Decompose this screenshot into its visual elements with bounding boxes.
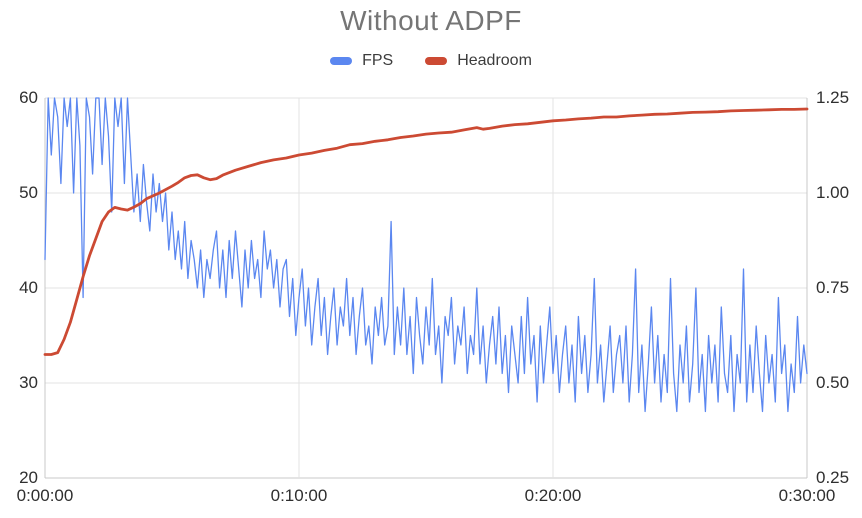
legend-item-fps: FPS [330,52,393,70]
plot-svg [43,97,809,479]
headroom-line [43,107,809,356]
x-axis-tick-label: 0:10:00 [270,486,328,505]
legend-label-headroom: Headroom [457,52,532,69]
right-axis-tick-label: 0.50 [816,373,850,392]
legend-swatch-fps [330,57,353,65]
left-axis-tick-label: 30 [19,373,38,392]
chart-title: Without ADPF [340,5,522,36]
right-axis-tick-label: 0.75 [816,278,850,297]
legend-item-headroom: Headroom [425,52,532,70]
x-axis-tick-label: 0:30:00 [778,486,836,505]
x-axis-tick-label: 0:20:00 [524,486,582,505]
plot-area [43,97,809,479]
left-axis-tick-label: 20 [19,468,38,487]
left-axis-tick-label: 40 [19,278,38,297]
x-axis-tick-label: 0:00:00 [16,486,74,505]
fps-line [44,97,808,413]
legend-label-fps: FPS [362,52,394,69]
right-axis-tick-label: 1.25 [816,88,850,107]
legend: FPS Headroom [0,52,862,70]
right-axis-tick-label: 1.00 [816,183,850,202]
left-axis-tick-label: 50 [19,183,38,202]
right-axis-tick-label: 0.25 [816,468,850,487]
left-axis-tick-label: 60 [19,88,38,107]
legend-swatch-headroom [425,57,448,65]
